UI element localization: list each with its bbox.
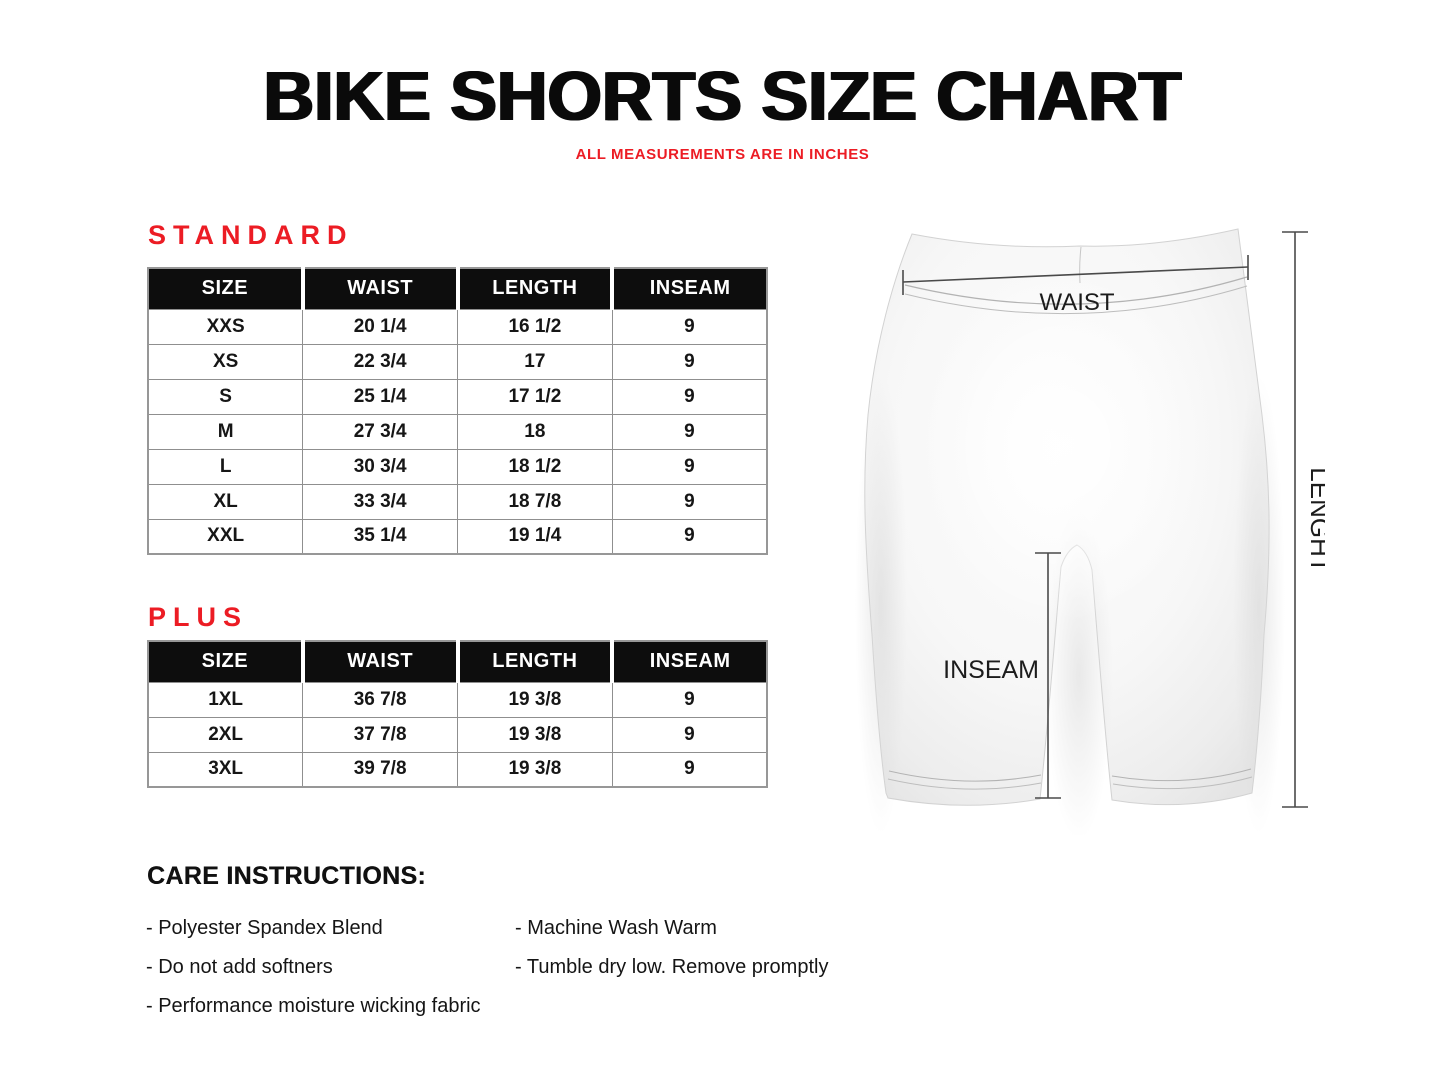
- table-header-row: SIZE WAIST LENGTH INSEAM: [148, 641, 767, 682]
- cell-length: 18: [457, 413, 613, 450]
- left-leg-hem-seam: [888, 770, 1042, 782]
- care-item: - Machine Wash Warm: [515, 917, 717, 939]
- standard-size-table: SIZE WAIST LENGTH INSEAM XXS 20 1/4 16 1…: [147, 267, 768, 555]
- cell-size: 1XL: [147, 681, 304, 718]
- left-leg-hem-seam: [887, 778, 1042, 790]
- fabric-highlight: [915, 265, 1215, 625]
- cell-waist: 39 7/8: [302, 751, 458, 788]
- center-front-seam: [1079, 246, 1082, 284]
- col-header-size: SIZE: [148, 641, 303, 682]
- cell-size: 3XL: [147, 751, 304, 788]
- cell-inseam: 9: [611, 751, 768, 788]
- cell-size: 2XL: [147, 716, 304, 753]
- table-row: 3XL 39 7/8 19 3/8 9: [147, 751, 768, 788]
- cell-inseam: 9: [611, 343, 768, 380]
- table-row: 2XL 37 7/8 19 3/8 9: [147, 716, 768, 753]
- cell-length: 19 3/8: [457, 681, 613, 718]
- plus-size-table: SIZE WAIST LENGTH INSEAM 1XL 36 7/8 19 3…: [147, 640, 768, 788]
- table-row: XS 22 3/4 17 9: [147, 343, 768, 380]
- cell-size: XXS: [147, 308, 304, 345]
- care-item: - Polyester Spandex Blend: [146, 917, 383, 939]
- page-title: BIKE SHORTS SIZE CHART: [263, 57, 1182, 135]
- col-header-inseam: INSEAM: [610, 268, 767, 309]
- waist-measure: [902, 255, 1249, 295]
- table-row: 1XL 36 7/8 19 3/8 9: [147, 681, 768, 718]
- cell-length: 18 7/8: [457, 483, 613, 520]
- standard-section-heading: STANDARD: [148, 220, 354, 250]
- col-header-size: SIZE: [148, 268, 303, 309]
- table-row: S 25 1/4 17 1/2 9: [147, 378, 768, 415]
- right-leg-hem-seam: [1111, 768, 1252, 782]
- shorts-illustration: [855, 228, 1285, 835]
- cell-waist: 22 3/4: [302, 343, 458, 380]
- cell-length: 19 1/4: [457, 518, 613, 555]
- cell-waist: 35 1/4: [302, 518, 458, 555]
- table-row: XXS 20 1/4 16 1/2 9: [147, 308, 768, 345]
- cell-size: XXL: [147, 518, 304, 555]
- waistband-seam: [904, 276, 1248, 305]
- shading-right-edge: [1233, 375, 1285, 835]
- cell-inseam: 9: [611, 448, 768, 485]
- cell-waist: 36 7/8: [302, 681, 458, 718]
- cell-size: XS: [147, 343, 304, 380]
- cell-length: 17: [457, 343, 613, 380]
- cell-inseam: 9: [611, 518, 768, 555]
- waist-label: WAIST: [1039, 289, 1114, 316]
- cell-length: 16 1/2: [457, 308, 613, 345]
- length-measure: [1282, 231, 1308, 808]
- cell-size: XL: [147, 483, 304, 520]
- cell-waist: 20 1/4: [302, 308, 458, 345]
- cell-inseam: 9: [611, 413, 768, 450]
- care-item: - Performance moisture wicking fabric: [146, 995, 481, 1017]
- table-row: XXL 35 1/4 19 1/4 9: [147, 518, 768, 555]
- col-header-inseam: INSEAM: [610, 641, 767, 682]
- shading-left-edge: [855, 375, 907, 835]
- waist-measure-line: [902, 266, 1249, 283]
- inseam-label: INSEAM: [943, 656, 1039, 684]
- cell-length: 19 3/8: [457, 751, 613, 788]
- length-label: LENGHT: [1305, 467, 1325, 573]
- cell-size: S: [147, 378, 304, 415]
- col-header-waist: WAIST: [300, 641, 458, 682]
- plus-section-heading: PLUS: [148, 602, 249, 632]
- page-subtitle: ALL MEASUREMENTS ARE IN INCHES: [575, 146, 870, 163]
- inseam-measure: [1035, 552, 1061, 799]
- cell-inseam: 9: [611, 483, 768, 520]
- cell-inseam: 9: [611, 716, 768, 753]
- cell-inseam: 9: [611, 378, 768, 415]
- cell-inseam: 9: [611, 681, 768, 718]
- care-item: - Tumble dry low. Remove promptly: [515, 956, 829, 978]
- col-header-length: LENGTH: [455, 268, 613, 309]
- cell-length: 19 3/8: [457, 716, 613, 753]
- care-instructions-heading: CARE INSTRUCTIONS:: [147, 862, 427, 890]
- col-header-waist: WAIST: [300, 268, 458, 309]
- care-item: - Do not add softners: [146, 956, 333, 978]
- table-row: L 30 3/4 18 1/2 9: [147, 448, 768, 485]
- cell-size: M: [147, 413, 304, 450]
- cell-waist: 27 3/4: [302, 413, 458, 450]
- right-leg-hem-seam: [1112, 776, 1253, 790]
- col-header-length: LENGTH: [455, 641, 613, 682]
- cell-waist: 30 3/4: [302, 448, 458, 485]
- bike-shorts-measurement-diagram: WAIST INSEAM LENGHT: [855, 215, 1325, 835]
- cell-length: 18 1/2: [457, 448, 613, 485]
- cell-size: L: [147, 448, 304, 485]
- cell-inseam: 9: [611, 308, 768, 345]
- cell-waist: 37 7/8: [302, 716, 458, 753]
- cell-waist: 33 3/4: [302, 483, 458, 520]
- cell-waist: 25 1/4: [302, 378, 458, 415]
- cell-length: 17 1/2: [457, 378, 613, 415]
- table-row: M 27 3/4 18 9: [147, 413, 768, 450]
- waistband-seam: [904, 285, 1248, 315]
- table-header-row: SIZE WAIST LENGTH INSEAM: [148, 268, 767, 309]
- table-row: XL 33 3/4 18 7/8 9: [147, 483, 768, 520]
